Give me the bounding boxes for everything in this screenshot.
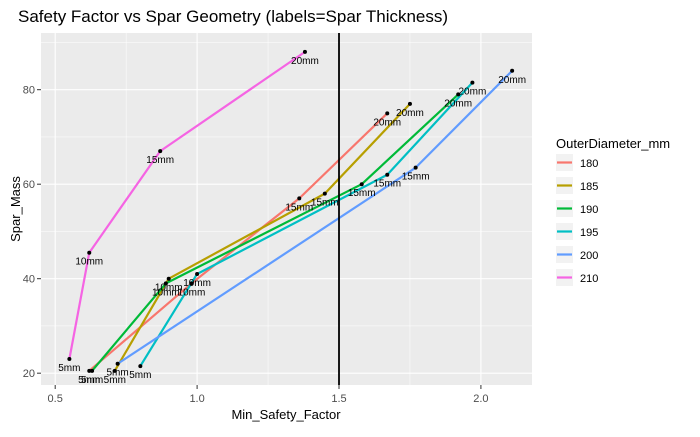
y-tick-label: 20	[23, 368, 35, 380]
data-point	[115, 361, 120, 366]
point-label: 15mm	[373, 179, 401, 190]
point-label: 20mm	[498, 75, 526, 86]
point-label: 5mm	[78, 375, 100, 386]
point-label: 10mm	[152, 287, 180, 298]
legend-label-195: 195	[580, 227, 598, 239]
data-point	[195, 271, 200, 276]
data-point	[158, 149, 163, 154]
point-label: 15mm	[311, 198, 339, 209]
x-tick-label: 0.5	[48, 393, 63, 405]
point-label: 10mm	[155, 283, 183, 294]
legend-label-185: 185	[580, 181, 598, 193]
chart-title: Safety Factor vs Spar Geometry (labels=S…	[18, 7, 448, 26]
data-point	[90, 368, 95, 373]
series-layer: 5mm 10mm 15mm 20mm 5mm 10mm 15mm 20mm 5mm 10mm 15m…	[58, 49, 526, 386]
data-point	[413, 165, 418, 170]
data-point	[67, 357, 72, 362]
data-point	[87, 250, 92, 255]
data-point	[510, 68, 515, 73]
point-label: 20mm	[444, 98, 472, 109]
point-label: 5mm	[129, 370, 151, 381]
point-label: 10mm	[183, 278, 211, 289]
point-label: 15mm	[146, 155, 174, 166]
point-label: 20mm	[373, 117, 401, 128]
series-line-190	[91, 93, 459, 372]
point-label: 5mm	[104, 375, 126, 386]
point-label: 5mm	[81, 375, 103, 386]
y-tick-label: 60	[23, 179, 35, 191]
data-point	[112, 368, 117, 373]
x-tick-label: 2.0	[473, 393, 488, 405]
point-label: 15mm	[402, 172, 430, 183]
point-label: 5mm	[58, 363, 80, 374]
data-point	[87, 368, 92, 373]
legend-label-210: 210	[580, 273, 598, 285]
point-label: 5mm	[107, 368, 129, 379]
series-line-210	[68, 50, 306, 360]
point-label: 10mm	[75, 257, 103, 268]
point-label: 15mm	[348, 188, 376, 199]
data-point	[385, 111, 390, 116]
series-line-185	[113, 103, 411, 372]
legend-label-180: 180	[580, 158, 598, 170]
y-tick-label: 80	[23, 85, 35, 97]
data-point	[385, 172, 390, 177]
x-tick-label: 1.0	[189, 393, 204, 405]
axis-layer: 0.5 1.0 1.5 2.0 20 40 60 80	[23, 85, 489, 405]
point-label: 20mm	[291, 56, 319, 67]
data-point	[407, 101, 412, 106]
legend-label-200: 200	[580, 250, 598, 262]
data-point	[302, 49, 307, 54]
data-point	[138, 364, 143, 369]
y-axis-label: Spar_Mass	[8, 176, 23, 242]
point-label: 10mm	[178, 287, 206, 298]
y-tick-label: 40	[23, 274, 35, 286]
point-label: 15mm	[285, 202, 313, 213]
data-point	[322, 191, 327, 196]
x-tick-label: 1.5	[331, 393, 346, 405]
data-point	[166, 276, 171, 281]
legend-label-190: 190	[580, 204, 598, 216]
point-label: 20mm	[459, 87, 487, 98]
x-axis-label: Min_Safety_Factor	[231, 407, 341, 422]
data-point	[359, 182, 364, 187]
legend: OuterDiameter_mm 180 185 190 195 200 210	[556, 136, 670, 286]
point-label: 20mm	[396, 108, 424, 119]
series-line-195	[139, 81, 474, 367]
legend-title: OuterDiameter_mm	[556, 136, 670, 151]
data-point	[470, 80, 475, 85]
data-point	[189, 281, 194, 286]
data-point	[456, 92, 461, 97]
data-point	[297, 196, 302, 201]
data-point	[163, 281, 168, 286]
